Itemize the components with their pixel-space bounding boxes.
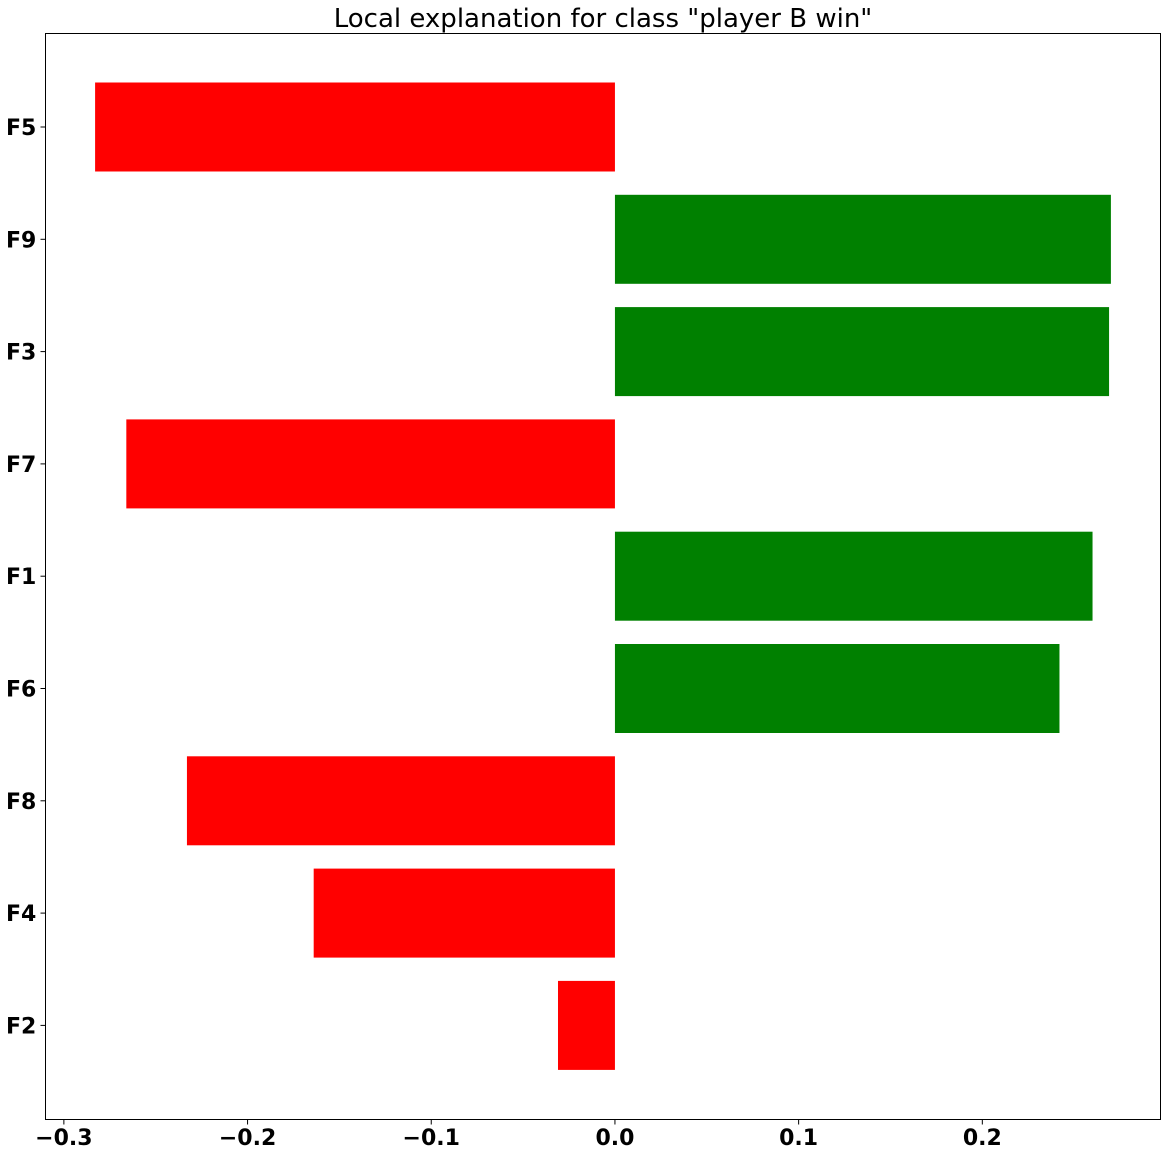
x-axis: −0.3 −0.2 −0.1 0.0 0.1 0.2	[35, 1119, 1002, 1151]
bars-layer	[95, 82, 1111, 1070]
y-tick-label: F7	[6, 453, 36, 478]
bar-f3	[614, 307, 1110, 397]
x-tick-label: 0.0	[595, 1126, 634, 1151]
bar-f9	[614, 194, 1111, 284]
y-tick-label: F2	[6, 1014, 36, 1039]
bar-f8	[186, 756, 615, 846]
x-tick-label: −0.3	[35, 1126, 92, 1151]
y-tick-label: F5	[6, 116, 36, 141]
y-tick-label: F6	[6, 678, 36, 703]
x-tick-label: −0.1	[403, 1126, 460, 1151]
y-axis: F5 F9 F3 F7 F1 F6 F8 F4 F2	[6, 116, 46, 1039]
y-tick-label: F1	[6, 565, 36, 590]
bar-f1	[614, 531, 1093, 621]
x-tick-label: 0.1	[779, 1126, 818, 1151]
bar-f7	[126, 419, 615, 509]
bar-f5	[95, 82, 615, 172]
y-tick-label: F3	[6, 341, 36, 366]
y-tick-label: F4	[6, 902, 36, 927]
x-tick-label: 0.2	[963, 1126, 1002, 1151]
bar-f6	[614, 644, 1060, 733]
y-tick-label: F8	[6, 790, 36, 815]
bar-f2	[557, 980, 615, 1070]
y-tick-label: F9	[6, 228, 36, 253]
chart-title: Local explanation for class "player B wi…	[334, 4, 873, 34]
x-tick-label: −0.2	[219, 1126, 276, 1151]
bar-f4	[313, 868, 615, 958]
